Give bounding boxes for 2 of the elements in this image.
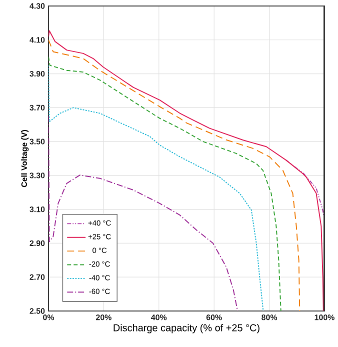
x-axis-title: Discharge capacity (% of +25 °C) xyxy=(114,324,260,334)
line-series xyxy=(48,116,238,311)
